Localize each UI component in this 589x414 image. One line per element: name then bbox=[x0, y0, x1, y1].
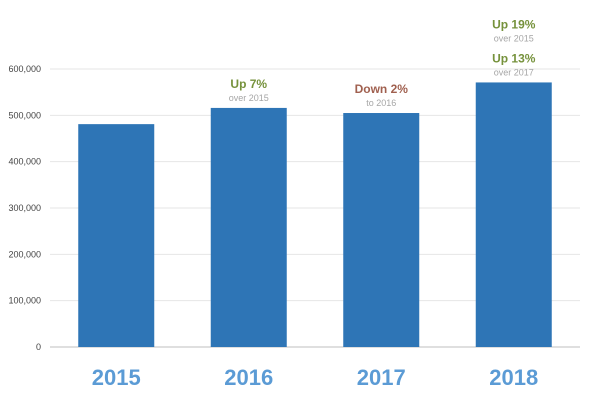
bar bbox=[78, 124, 155, 348]
y-tick-label: 0 bbox=[36, 342, 41, 352]
annotations-layer: Up 7% over 2015 Down 2% to 2016 Up 19% over 2… bbox=[229, 17, 536, 108]
annotation-subtitle: over 2015 bbox=[229, 93, 269, 103]
y-axis-ticks: 0 100,000 200,000 300,000 400,000 500,000 600,… bbox=[8, 64, 41, 352]
y-tick-label: 500,000 bbox=[8, 110, 41, 120]
y-tick-label: 200,000 bbox=[8, 249, 41, 259]
y-tick-label: 300,000 bbox=[8, 203, 41, 213]
bars-layer bbox=[78, 82, 552, 348]
annotation-subtitle: over 2017 bbox=[494, 67, 534, 77]
annotation-title: Up 19% bbox=[492, 17, 536, 31]
bar bbox=[343, 113, 420, 348]
x-category-label: 2015 bbox=[92, 365, 141, 390]
annotation-title: Up 7% bbox=[230, 77, 267, 91]
y-tick-label: 100,000 bbox=[8, 296, 41, 306]
bar bbox=[475, 82, 552, 347]
x-category-label: 2016 bbox=[224, 365, 273, 390]
x-axis-category-labels: 2015 2016 2017 2018 bbox=[92, 365, 538, 390]
x-category-label: 2017 bbox=[357, 365, 406, 390]
annotation-subtitle: to 2016 bbox=[366, 98, 396, 108]
x-category-label: 2018 bbox=[489, 365, 538, 390]
annotation-title: Up 13% bbox=[492, 51, 536, 65]
annotation-title: Down 2% bbox=[355, 82, 409, 96]
annotation-subtitle: over 2015 bbox=[494, 33, 534, 43]
y-tick-label: 600,000 bbox=[8, 64, 41, 74]
y-tick-label: 400,000 bbox=[8, 157, 41, 167]
bar bbox=[210, 107, 287, 347]
